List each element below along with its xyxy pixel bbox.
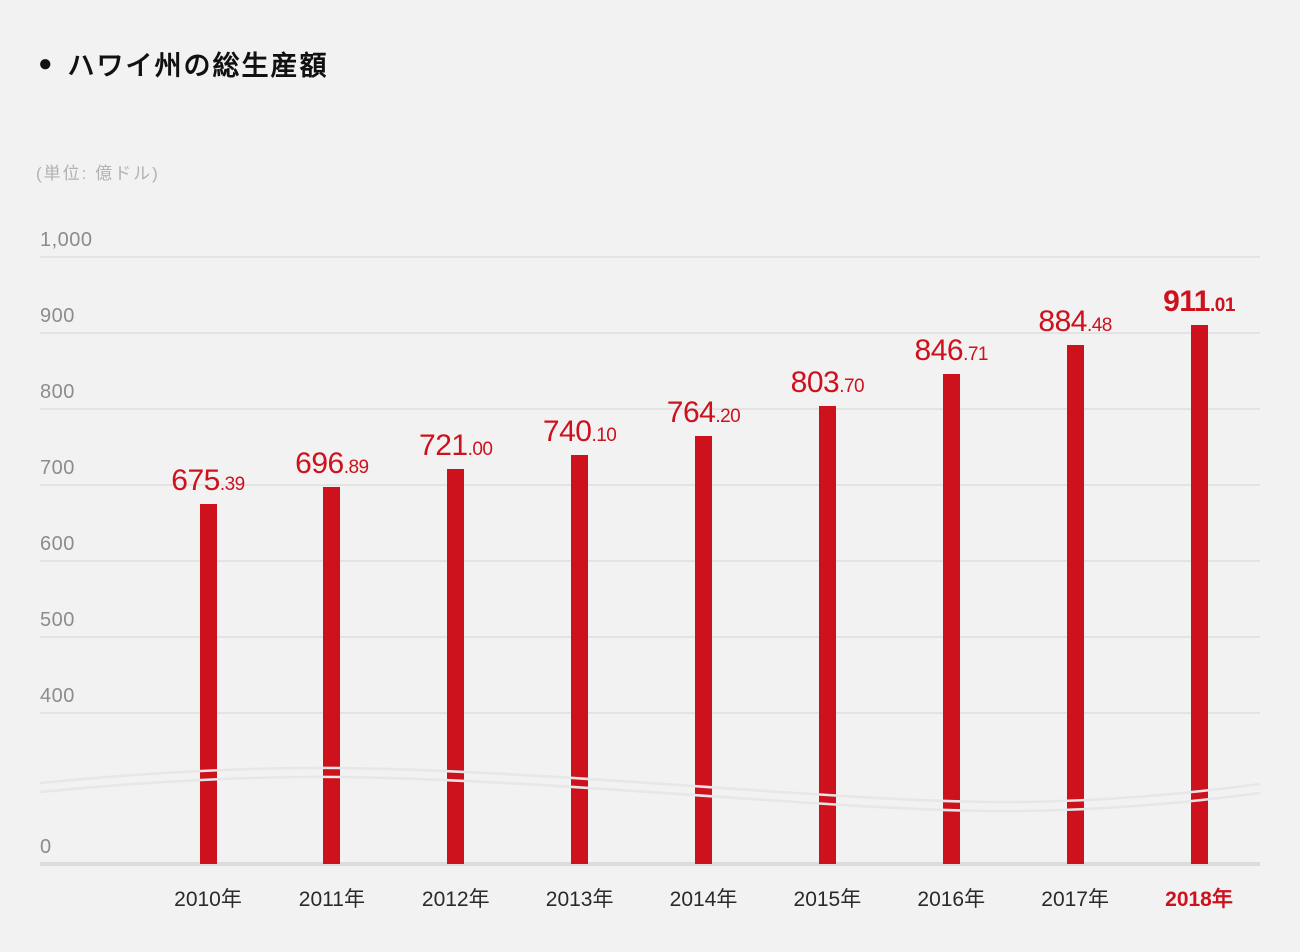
x-axis-baseline bbox=[40, 862, 1260, 866]
value-label-2017年: 884.48 bbox=[1038, 304, 1112, 338]
bar-2013年 bbox=[571, 454, 589, 864]
y-tick-label: 1,000 bbox=[40, 229, 93, 251]
gridline-1,000 bbox=[40, 256, 1260, 258]
y-tick-label: 600 bbox=[40, 533, 75, 555]
x-tick-label-2013年: 2013年 bbox=[545, 888, 614, 911]
gridline-600 bbox=[40, 560, 1260, 562]
bar-2014年 bbox=[695, 436, 712, 864]
x-tick-label-2016年: 2016年 bbox=[917, 888, 986, 911]
value-label-2015年: 803.70 bbox=[790, 366, 865, 400]
value-label-2012年: 721.00 bbox=[419, 429, 493, 463]
value-label-2014年: 764.20 bbox=[666, 396, 741, 430]
gridline-400 bbox=[40, 712, 1260, 714]
gridline-700 bbox=[40, 484, 1260, 486]
gridline-500 bbox=[40, 636, 1260, 638]
unit-note: (単位: 億ドル) bbox=[36, 164, 160, 183]
x-tick-label-2011年: 2011年 bbox=[298, 888, 365, 911]
y-tick-label: 500 bbox=[40, 609, 75, 631]
bar-2012年 bbox=[447, 469, 465, 864]
value-label-2011年: 696.89 bbox=[295, 447, 369, 481]
y-tick-label: 700 bbox=[40, 457, 75, 479]
value-label-2013年: 740.10 bbox=[542, 414, 617, 448]
x-tick-label-2018年: 2018年 bbox=[1165, 888, 1233, 911]
bar-2011年 bbox=[323, 487, 341, 864]
x-tick-label-2015年: 2015年 bbox=[793, 888, 862, 911]
chart-header: ● ハワイ州の総生産額 bbox=[38, 44, 329, 83]
value-label-2016年: 846.71 bbox=[914, 333, 989, 367]
bar-2010年 bbox=[199, 503, 217, 864]
bar-2018年 bbox=[1190, 324, 1208, 864]
bar-2015年 bbox=[818, 406, 836, 864]
x-tick-label-2017年: 2017年 bbox=[1041, 888, 1109, 911]
value-label-2010年: 675.39 bbox=[171, 463, 245, 497]
x-tick-label-2010年: 2010年 bbox=[174, 888, 242, 911]
page-title: ハワイ州の総生産額 bbox=[67, 51, 329, 81]
bullet-icon: ● bbox=[38, 49, 53, 77]
bar-2017年 bbox=[1066, 344, 1084, 864]
value-label-2018年: 911.01 bbox=[1163, 284, 1235, 318]
x-tick-label-2012年: 2012年 bbox=[421, 888, 490, 911]
y-tick-label: 900 bbox=[40, 305, 75, 327]
gridline-900 bbox=[40, 332, 1260, 334]
bar-2016年 bbox=[942, 373, 960, 864]
y-tick-label: 800 bbox=[40, 381, 75, 403]
y-tick-label: 400 bbox=[40, 685, 75, 707]
y-tick-label: 0 bbox=[40, 836, 52, 858]
x-tick-label-2014年: 2014年 bbox=[669, 888, 738, 911]
gridline-800 bbox=[40, 408, 1260, 410]
